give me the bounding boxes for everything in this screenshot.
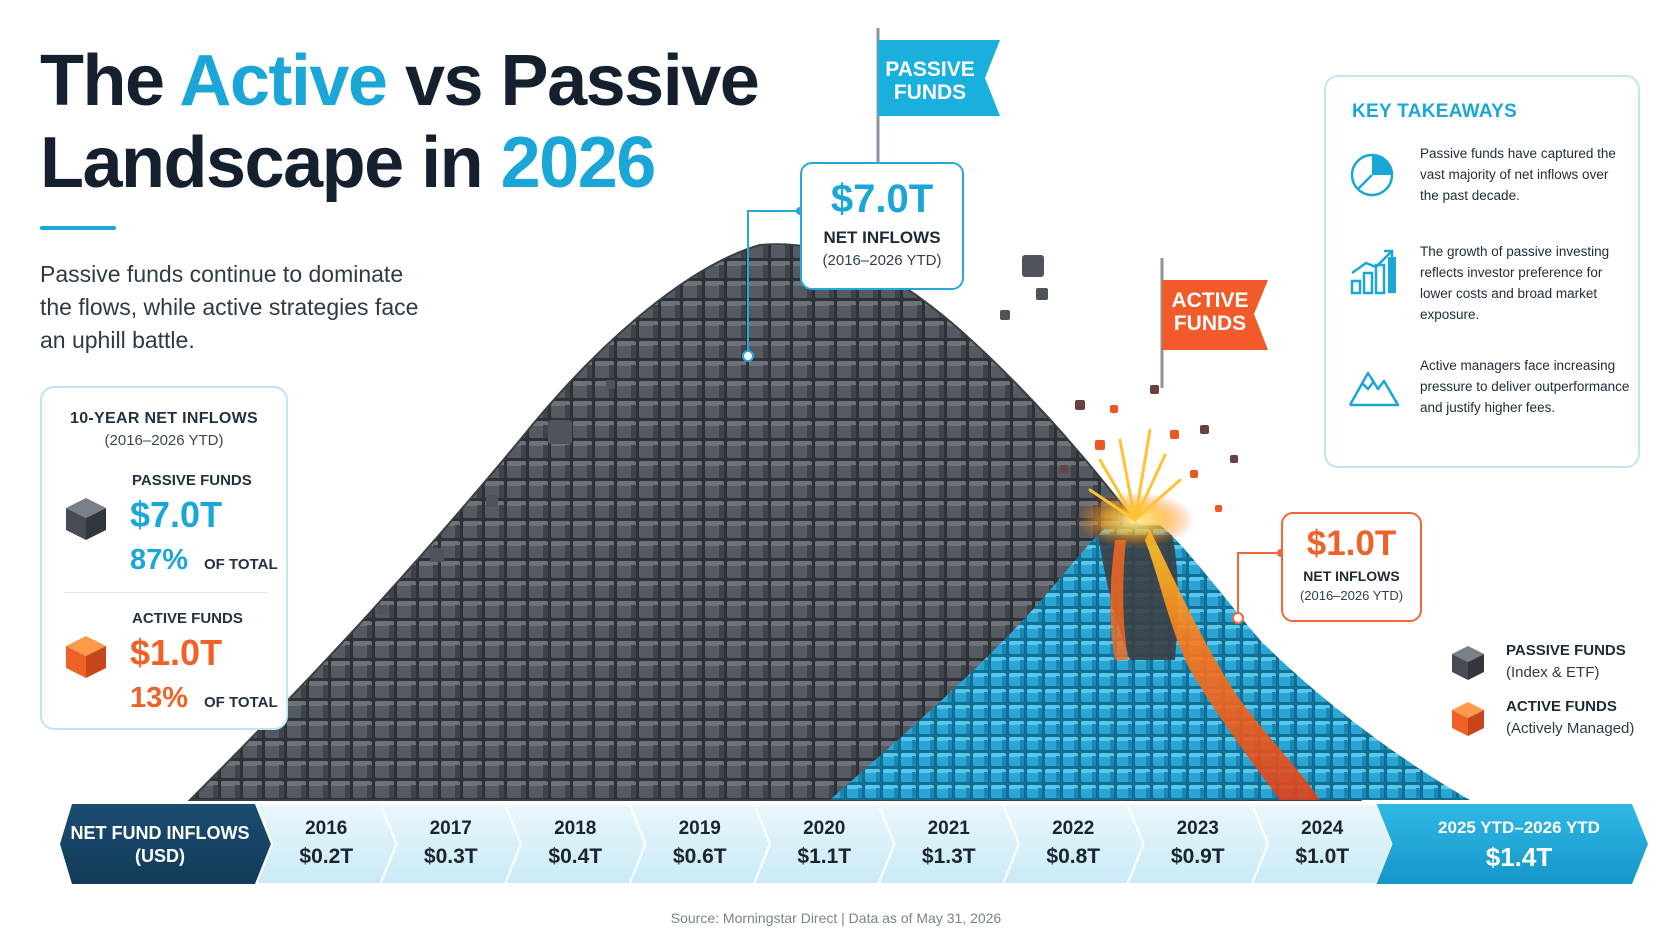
active-stat-value: $1.0T	[130, 632, 223, 673]
timeline-year-2024: 2024	[1301, 818, 1344, 839]
timeline-value-2019: $0.6T	[672, 845, 727, 868]
passive-callout-value: $7.0T	[830, 177, 934, 221]
passive-flag-label: PASSIVE FUNDS	[885, 58, 975, 104]
timeline-value-2024: $1.0T	[1295, 845, 1350, 868]
page-title: The Active vs Passive Landscape in 2026	[40, 40, 760, 204]
active-stat-percent: 13%	[130, 682, 189, 714]
legend-passive-sub: (Index & ETF)	[1506, 664, 1600, 681]
source-footer: Source: Morningstar Direct | Data as of …	[670, 910, 1002, 926]
timeline-year-2021: 2021	[927, 818, 970, 839]
timeline-year-segment	[254, 803, 398, 885]
timeline-year-segment	[1001, 803, 1145, 885]
passive-callout: $7.0T NET INFLOWS (2016–2026 YTD)	[800, 162, 964, 290]
timeline-year-2017: 2017	[429, 818, 472, 839]
takeaway-text-1: Passive funds have captured the vast maj…	[1420, 146, 1616, 203]
timeline-year-segment	[877, 803, 1021, 885]
stats-heading: 10-YEAR NET INFLOWS	[70, 410, 258, 427]
takeaway-text-3: Active managers face increasing pressure…	[1420, 358, 1630, 415]
active-flag	[1162, 280, 1268, 350]
timeline-last-year: 2025 YTD–2026 YTD	[1438, 818, 1600, 837]
timeline-value-2017: $0.3T	[423, 845, 478, 868]
timeline-value-2018: $0.4T	[548, 845, 603, 868]
title-accent-year: 2026	[500, 123, 657, 203]
bar-growth-icon	[1350, 249, 1396, 295]
active-callout-sub: (2016–2026 YTD)	[1299, 588, 1404, 603]
dark-cube-icon	[1452, 646, 1484, 680]
title-line2: Landscape in	[40, 123, 501, 203]
timeline-year-2020: 2020	[803, 818, 846, 839]
dark-cube-icon	[66, 498, 106, 540]
takeaways-title: KEY TAKEAWAYS	[1352, 101, 1518, 122]
timeline-value-2020: $1.1T	[797, 845, 852, 868]
passive-stat-percent: 87%	[130, 544, 189, 576]
active-volcano	[830, 525, 1470, 800]
stats-subheading: (2016–2026 YTD)	[104, 432, 224, 449]
title-accent-active: Active	[179, 41, 388, 121]
title-underline	[40, 226, 116, 230]
title-part2: vs Passive	[386, 41, 760, 121]
legend-active-name: ACTIVE FUNDS	[1506, 698, 1617, 715]
timeline-year-segment	[628, 803, 772, 885]
timeline-value-2022: $0.8T	[1046, 845, 1101, 868]
timeline-value-2016: $0.2T	[299, 845, 354, 868]
active-callout-value: $1.0T	[1306, 524, 1397, 563]
mountain-icon	[1348, 371, 1400, 407]
timeline-year-2022: 2022	[1052, 818, 1095, 839]
inflows-stats-card: 10-YEAR NET INFLOWS (2016–2026 YTD) PASS…	[40, 386, 288, 730]
passive-stat-label: PASSIVE FUNDS	[132, 472, 252, 489]
orange-cube-icon	[66, 636, 106, 678]
timeline-year-2019: 2019	[678, 818, 721, 839]
legend-item-active: ACTIVE FUNDS (Actively Managed)	[1450, 696, 1660, 744]
timeline-year-segment	[752, 803, 896, 885]
timeline-last-value: $1.4T	[1485, 842, 1553, 872]
active-stat: ACTIVE FUNDS $1.0T 13% OF TOTAL	[64, 610, 278, 730]
timeline-label-segment	[60, 804, 272, 884]
active-callout-label: NET INFLOWS	[1303, 568, 1400, 584]
legend-active-sub: (Actively Managed)	[1506, 720, 1635, 737]
timeline-last-segment	[1376, 804, 1648, 884]
timeline-year-2023: 2023	[1176, 818, 1219, 839]
active-stat-percent-suffix: OF TOTAL	[204, 694, 278, 711]
timeline-value-2023: $0.9T	[1170, 845, 1225, 868]
subtitle: Passive funds continue to dominate the f…	[40, 261, 419, 353]
timeline-year-segment	[503, 803, 647, 885]
takeaway-text-2: The growth of passive investing reflects…	[1420, 244, 1610, 322]
active-callout: $1.0T NET INFLOWS (2016–2026 YTD)	[1281, 512, 1422, 622]
passive-stat-percent-suffix: OF TOTAL	[204, 556, 278, 573]
timeline-year-2016: 2016	[305, 818, 348, 839]
key-takeaways-card: KEY TAKEAWAYS Passive funds have capture…	[1324, 75, 1640, 468]
timeline-year-segment	[379, 803, 523, 885]
passive-flag	[878, 40, 1000, 116]
pie-chart-icon	[1350, 153, 1394, 197]
timeline-label: NET FUND INFLOWS (USD)	[70, 823, 250, 866]
active-flag-label: ACTIVE FUNDS	[1171, 289, 1249, 335]
timeline-year-segment	[1126, 803, 1270, 885]
legend-passive-name: PASSIVE FUNDS	[1506, 642, 1626, 659]
legend-item-passive: PASSIVE FUNDS (Index & ETF)	[1450, 640, 1660, 688]
passive-callout-sub: (2016–2026 YTD)	[822, 252, 942, 269]
passive-stat-value: $7.0T	[130, 494, 223, 535]
timeline-value-2021: $1.3T	[921, 845, 976, 868]
stats-divider	[64, 592, 268, 593]
timeline-year-2018: 2018	[554, 818, 597, 839]
orange-cube-icon	[1452, 702, 1484, 736]
active-stat-label: ACTIVE FUNDS	[132, 610, 243, 627]
passive-callout-label: NET INFLOWS	[823, 228, 941, 247]
passive-stat: PASSIVE FUNDS $7.0T 87% OF TOTAL	[64, 472, 278, 592]
timeline-year-segment	[1250, 803, 1394, 885]
title-part1: The	[40, 41, 180, 121]
